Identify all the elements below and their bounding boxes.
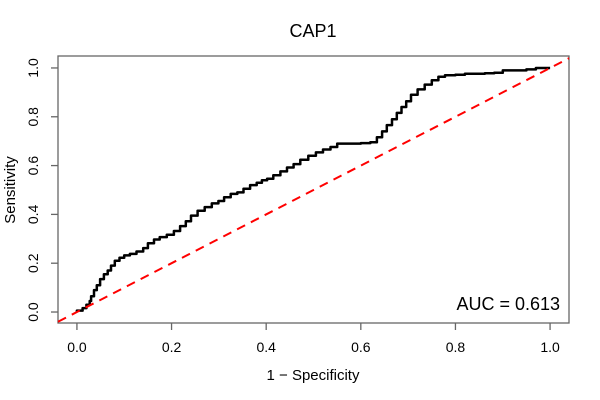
x-axis-tick-label: 0.2: [162, 339, 182, 355]
series-layer: [57, 57, 570, 323]
chart-title: CAP1: [289, 21, 336, 41]
y-axis-tick-label: 0.2: [25, 253, 41, 273]
y-axis-tick-label: 0.6: [25, 156, 41, 176]
y-axis-tick-label: 0.8: [25, 107, 41, 127]
auc-annotation: AUC = 0.613: [456, 294, 560, 314]
chance-diagonal-line: [57, 57, 570, 323]
y-axis-title: Sensitivity: [2, 156, 19, 224]
x-axis-tick-label: 0.4: [256, 339, 276, 355]
y-axis-tick-label: 0.4: [25, 204, 41, 224]
x-axis-tick-label: 0.8: [446, 339, 466, 355]
x-axis-tick-label: 1.0: [540, 339, 560, 355]
plot-box: [57, 55, 570, 324]
y-axis-tick-label: 0.0: [25, 302, 41, 322]
axes-layer: 0.0 0.2 0.4 0.6 0.8 1.0 0.0 0.2 0.4 0.6 0.8 1.0: [25, 55, 570, 355]
x-axis-title: 1 − Specificity: [267, 367, 360, 384]
x-axis-tick-label: 0.6: [351, 339, 371, 355]
x-axis-tick-label: 0.0: [67, 339, 87, 355]
roc-curve: [75, 66, 551, 312]
y-axis-tick-label: 1.0: [25, 58, 41, 78]
